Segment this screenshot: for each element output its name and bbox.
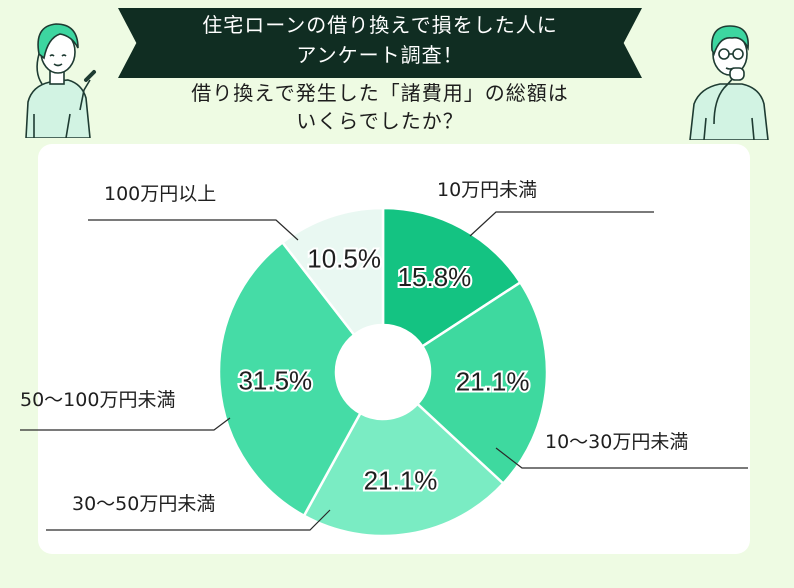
title-line-2: アンケート調査！ [296, 43, 464, 67]
leader-line [88, 219, 299, 241]
man-thinking-illustration [689, 25, 769, 140]
slice-category-label: 10〜30万円未満 [545, 431, 688, 453]
title-line-1: 住宅ローンの借り換えで損をした人に [202, 13, 558, 37]
slice-category-label: 100万円以上 [104, 183, 216, 205]
leader-line [20, 417, 231, 431]
leader-line [46, 509, 331, 531]
title-banner [118, 8, 642, 78]
woman-pointing-illustration [25, 23, 96, 138]
slice-category-label: 50〜100万円未満 [20, 389, 175, 411]
slice-percentage-label: 15.8% [398, 262, 472, 292]
question-line-1: 借り換えで発生した「諸費用」の総額は [191, 81, 569, 105]
slice-percentage-label: 31.5% [238, 365, 312, 395]
donut-slice [280, 206, 385, 337]
donut-slice [381, 206, 523, 349]
leader-line [495, 447, 748, 469]
slice-percentage-label: 10.5% [307, 243, 381, 273]
slice-percentage-label: 21.1% [456, 366, 530, 396]
donut-slice [217, 240, 363, 518]
slice-category-label: 10万円未満 [437, 179, 537, 201]
slice-percentage-label: 21.1% [364, 466, 438, 496]
slice-category-label: 30〜50万円未満 [72, 493, 215, 515]
question-line-2: いくらでしたか？ [296, 109, 464, 133]
leader-line [469, 211, 654, 237]
donut-slice [302, 402, 506, 538]
